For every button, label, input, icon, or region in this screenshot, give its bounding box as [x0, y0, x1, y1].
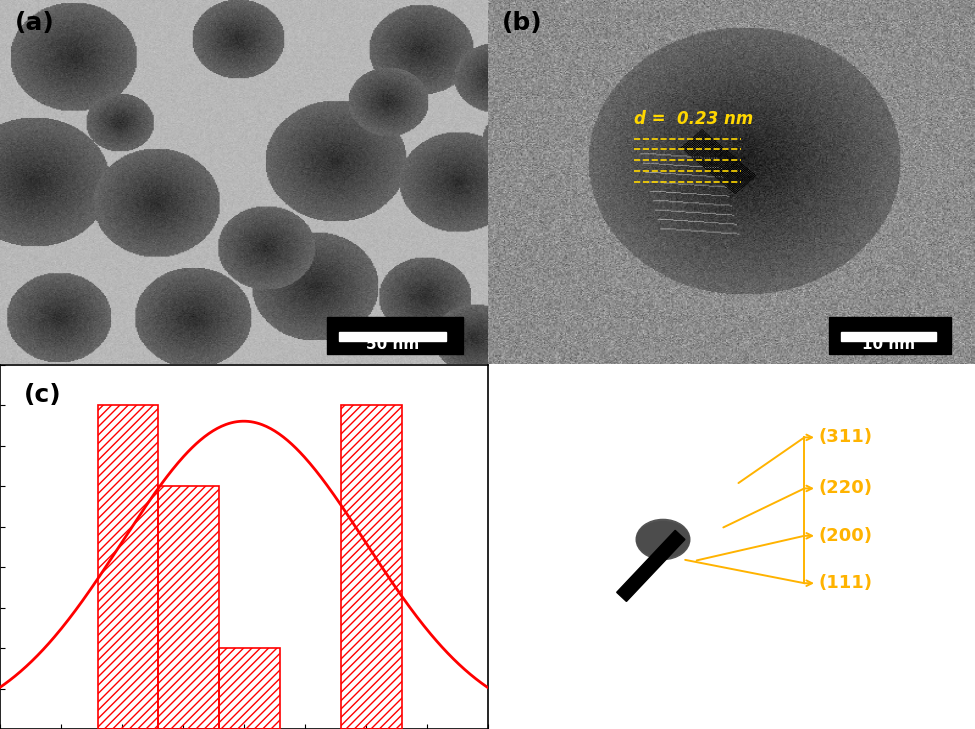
Circle shape: [661, 538, 665, 541]
Bar: [327, 317, 463, 354]
Circle shape: [645, 526, 681, 553]
Text: 50 nm: 50 nm: [366, 337, 419, 352]
Bar: [158, 486, 219, 729]
Bar: [829, 317, 951, 354]
Bar: [840, 332, 936, 341]
Circle shape: [651, 531, 675, 548]
Bar: [341, 405, 402, 729]
Text: (200): (200): [819, 527, 873, 545]
Bar: [219, 648, 281, 729]
Bar: [339, 332, 447, 341]
Text: 10 nm: 10 nm: [862, 337, 915, 352]
Text: (c): (c): [24, 383, 62, 407]
Text: (111): (111): [819, 574, 873, 592]
Bar: [98, 405, 158, 729]
Text: (d): (d): [507, 375, 548, 399]
Text: (311): (311): [819, 429, 873, 446]
Polygon shape: [616, 531, 684, 601]
Text: (220): (220): [819, 480, 873, 497]
Circle shape: [642, 523, 684, 555]
Circle shape: [636, 519, 690, 560]
Text: (b): (b): [502, 11, 543, 35]
Text: d =  0.23 nm: d = 0.23 nm: [634, 110, 753, 128]
Circle shape: [655, 534, 671, 545]
Text: (a): (a): [15, 11, 55, 35]
